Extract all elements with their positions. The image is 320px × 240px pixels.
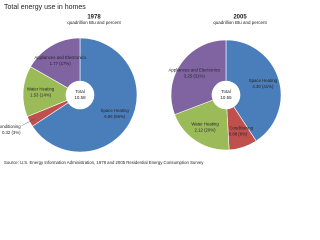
chart-title: 1978 <box>87 15 101 21</box>
chart-subtitle: quadrillion Btu and percent <box>67 20 121 25</box>
slice-value-label: 0.32 (3%) <box>2 130 21 135</box>
center-label: Total <box>75 89 85 94</box>
leader-line <box>21 118 35 126</box>
center-label: Total <box>221 89 231 94</box>
slice-label: Space Heating <box>101 108 130 113</box>
slice-value-label: 1.77 (17%) <box>50 61 72 66</box>
center-total: 10.58 <box>74 95 86 100</box>
slice-value-label: 6.96 (66%) <box>104 114 126 119</box>
slice-label: Space Heating <box>249 78 278 83</box>
source-note: Source: U.S. Energy Information Administ… <box>4 160 204 165</box>
slice-label: Air Conditioning <box>0 124 21 129</box>
page-title: Total energy use in homes <box>4 4 86 11</box>
slice-value-label: 4.30 (41%) <box>252 84 274 89</box>
slice-value-label: 1.53 (14%) <box>30 93 52 98</box>
center-hole <box>212 81 240 109</box>
slice-label: Water Heating <box>27 87 55 92</box>
chart-subtitle: quadrillion Btu and percent <box>213 20 267 25</box>
center-total: 10.55 <box>220 95 232 100</box>
slice-label: Appliances and Electronics <box>34 55 86 60</box>
slice-value-label: 2.12 (20%) <box>195 127 217 132</box>
center-hole <box>66 81 94 109</box>
chart-title: 2005 <box>233 15 247 21</box>
slice-label: Air Conditioning <box>223 126 254 131</box>
slice-label: Water Heating <box>191 121 219 126</box>
slice-label: Appliances and Electronics <box>168 67 220 72</box>
chart: Total energy use in homes Source: U.S. E… <box>0 3 281 166</box>
slice-value-label: 3.25 (31%) <box>184 73 206 78</box>
pie-slice <box>174 99 230 151</box>
slice-value-label: 0.88 (8%) <box>229 132 248 137</box>
